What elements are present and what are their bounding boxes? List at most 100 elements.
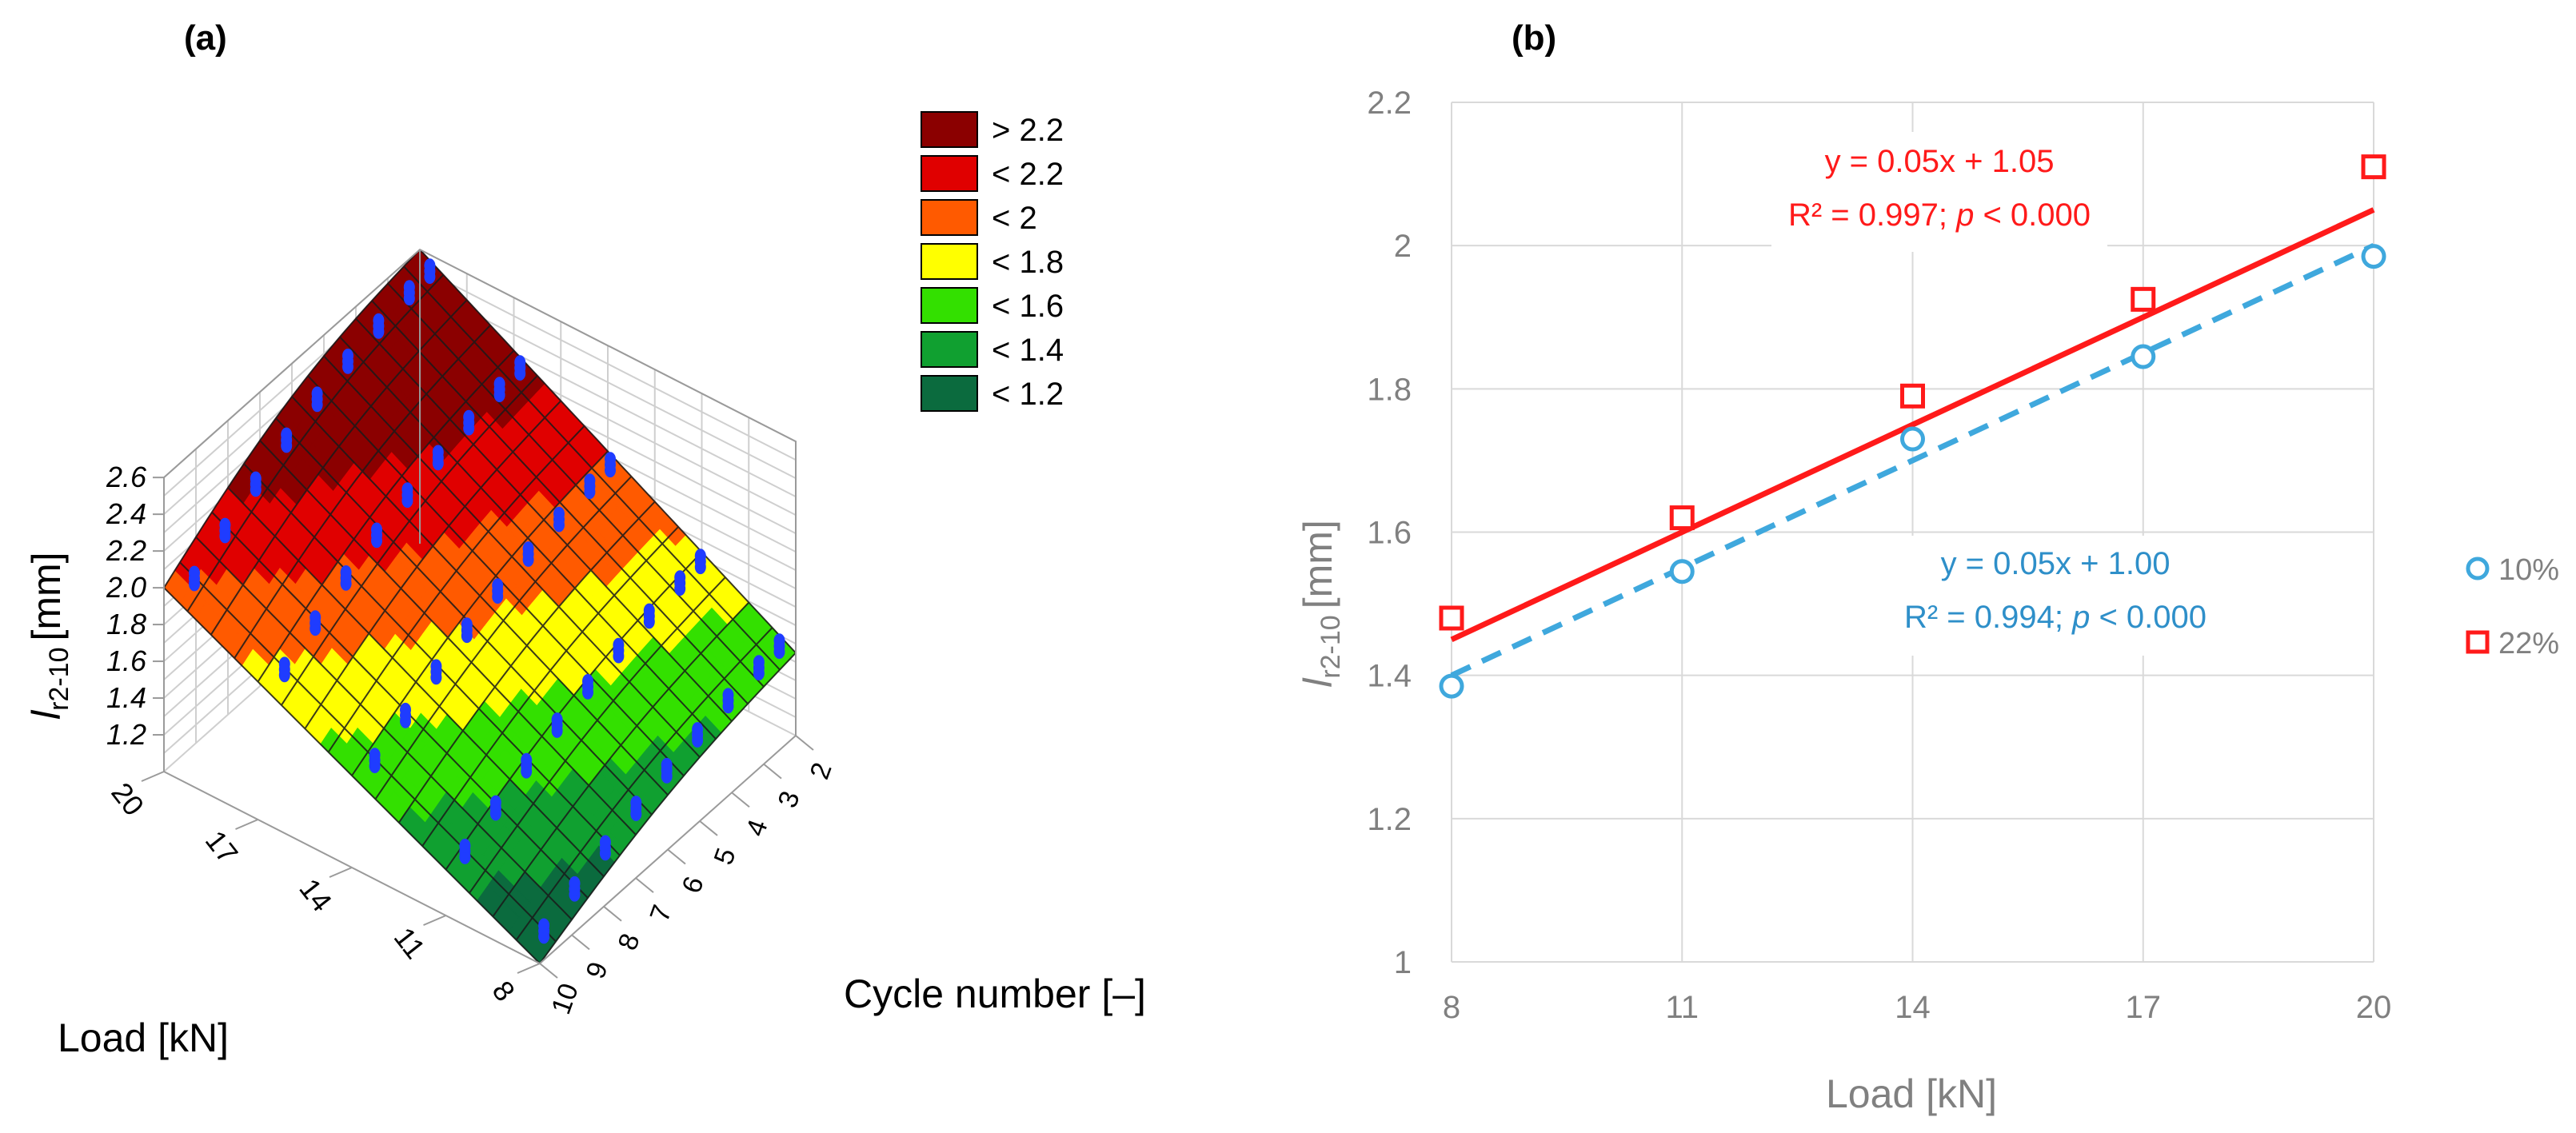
mesh-line — [355, 317, 733, 722]
measurement-point — [514, 355, 526, 370]
cycle-tick-label: 9 — [581, 958, 614, 983]
measurement-point — [584, 473, 596, 489]
legend-label: > 2.2 — [992, 113, 1064, 148]
measurement-point — [311, 386, 323, 401]
trend-line-22pct — [1450, 207, 2375, 643]
mesh-line — [323, 355, 701, 758]
marker-circle — [2131, 344, 2156, 369]
color-legend: > 2.2 < 2.2 < 2 < 1.8 < 1.6 < 1.4 < 1.2 — [921, 111, 1064, 412]
cycle-tick-label: 2 — [805, 759, 838, 784]
measurement-point — [521, 752, 533, 768]
cycle-tick — [539, 963, 558, 979]
z-tick-label: 1.8 — [106, 608, 146, 640]
marker-circle — [1900, 426, 1925, 452]
measurement-point — [753, 655, 765, 670]
marker-square — [2131, 286, 2156, 312]
load-tick-label: 11 — [388, 921, 432, 965]
measurement-point — [371, 522, 382, 537]
load-tick — [235, 819, 258, 830]
panel-a-3d-surface: (a) 1.2 1.4 1.6 1.8 2.0 2.2 2.4 2.6 20 17 14 11 8 1… — [24, 18, 1146, 1060]
cycle-tick — [795, 735, 814, 751]
measurement-point — [342, 349, 353, 363]
legend-swatch — [921, 199, 978, 236]
measurement-point — [278, 656, 290, 672]
measurement-point — [463, 409, 475, 425]
response-surface — [163, 249, 797, 964]
measurement-point — [219, 517, 231, 533]
panel-a-z-axis-title: lr2-10 [mm] — [24, 552, 74, 720]
measurement-point — [189, 565, 200, 580]
mesh-line — [387, 282, 765, 688]
cycle-tick — [603, 905, 622, 922]
y-tick-label: 2 — [1394, 229, 1412, 264]
cycle-tick-label: 10 — [545, 979, 585, 1019]
measurement-point — [459, 838, 471, 853]
load-tick-label: 20 — [105, 776, 150, 822]
mesh-line — [179, 561, 557, 943]
measurement-point — [569, 876, 581, 891]
load-tick — [517, 963, 541, 974]
trend-line-10pct — [1450, 242, 2375, 678]
z-tick-label: 2.4 — [106, 497, 146, 530]
eq-22-r2: R² = 0.997; — [1788, 197, 1956, 233]
eq-22-p: p — [1955, 197, 1974, 233]
measurement-point — [310, 610, 322, 625]
measurement-point — [400, 702, 411, 717]
measurement-points — [189, 258, 785, 944]
mesh-line — [195, 536, 573, 920]
load-tick — [423, 915, 446, 926]
legend-label: < 2 — [992, 201, 1037, 236]
legend-marker — [2466, 630, 2490, 654]
measurement-point — [773, 633, 785, 648]
cycle-tick — [731, 792, 750, 808]
cycle-tick — [667, 848, 686, 865]
data-markers — [1439, 154, 2386, 699]
z-tick-label: 2.6 — [106, 461, 147, 493]
eq-22-line1: y = 0.05x + 1.05 — [1825, 144, 2055, 179]
mesh-line — [307, 375, 685, 776]
y-axis-symbol: l — [1296, 677, 1340, 688]
measurement-point — [340, 565, 352, 580]
measurement-point — [613, 637, 625, 652]
legend-label: < 1.2 — [992, 377, 1064, 412]
y-tick-label: 1.6 — [1367, 516, 1412, 551]
measurement-point — [630, 796, 642, 811]
eq-22-background — [1771, 132, 2107, 252]
cycle-tick-label: 8 — [613, 930, 646, 955]
legend-swatch — [921, 111, 978, 148]
eq-22-line2: R² = 0.997; p < 0.000 — [1788, 197, 2091, 233]
panel-b-y-axis-title: lr2-10 [mm] — [1296, 520, 1346, 688]
cycle-tick — [699, 820, 718, 836]
load-tick — [329, 867, 353, 878]
measurement-point — [582, 674, 593, 688]
cycle-tick — [635, 877, 654, 893]
legend-label: < 2.2 — [992, 157, 1064, 192]
mesh-line — [243, 463, 621, 856]
mesh-line — [339, 336, 717, 740]
trend-lines — [1450, 207, 2375, 678]
marker-circle — [2361, 244, 2386, 269]
y-tick-labels: 1 1.2 1.4 1.6 1.8 2 2.2 — [1367, 86, 1412, 980]
cycle-tick-label: 3 — [773, 787, 806, 812]
measurement-point — [281, 427, 293, 442]
load-tick-label: 8 — [486, 975, 522, 1007]
cycle-tick-label: 5 — [709, 844, 742, 869]
cycle-tick-label: 7 — [645, 901, 678, 926]
mesh-line — [259, 440, 637, 836]
measurement-point — [551, 712, 563, 728]
y-tick-label: 1.2 — [1367, 802, 1412, 837]
marker-circle — [1439, 673, 1464, 699]
legend-label: 22% — [2498, 627, 2559, 660]
mesh-line — [163, 587, 541, 964]
measurement-point — [674, 570, 686, 585]
measurement-point — [605, 452, 616, 467]
measurement-point — [369, 748, 381, 763]
z-tick-label: 2.2 — [106, 534, 146, 567]
load-tick-label: 17 — [199, 824, 245, 870]
x-tick-label: 8 — [1443, 990, 1460, 1025]
legend-swatch — [921, 287, 978, 324]
legend-label: < 1.6 — [992, 289, 1064, 324]
cycle-tick — [763, 763, 782, 780]
y-tick-label: 1 — [1394, 945, 1412, 980]
marker-square — [1900, 383, 1925, 409]
